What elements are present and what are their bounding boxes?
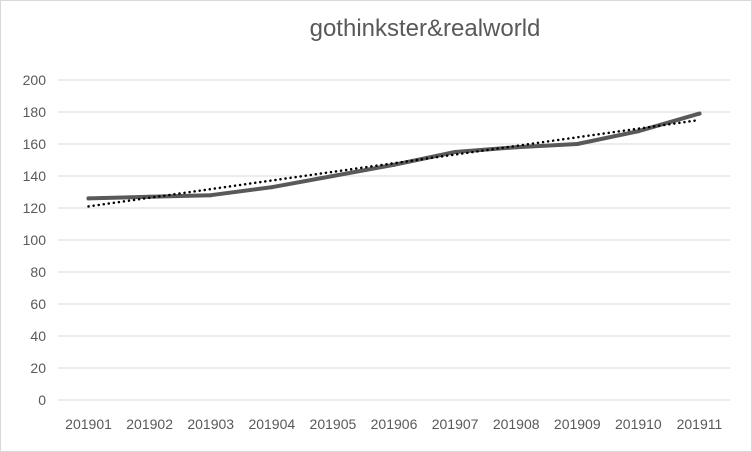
y-tick-label: 20 <box>30 360 46 376</box>
data-point <box>86 196 91 201</box>
y-tick-label: 0 <box>38 392 46 408</box>
data-point <box>697 111 702 116</box>
x-tick-label: 201903 <box>187 416 234 432</box>
y-tick-label: 60 <box>30 296 46 312</box>
data-point <box>330 174 335 178</box>
y-tick-label: 80 <box>30 264 46 280</box>
y-tick-label: 180 <box>23 104 47 120</box>
x-tick-label: 201904 <box>248 416 295 432</box>
data-point <box>575 142 580 146</box>
x-tick-label: 201911 <box>677 416 723 432</box>
data-point <box>453 150 458 154</box>
series-line-0 <box>86 111 702 201</box>
x-tick-label: 201907 <box>432 416 479 432</box>
chart-title: gothinkster&realworld <box>309 15 541 42</box>
y-tick-label: 100 <box>23 232 47 248</box>
data-point <box>208 193 213 198</box>
x-tick-label: 201901 <box>65 416 112 432</box>
series-group <box>86 111 702 208</box>
y-tick-label: 200 <box>23 72 47 88</box>
x-tick-label: 201906 <box>371 416 418 432</box>
y-tick-label: 120 <box>23 200 47 216</box>
x-tick-label: 201909 <box>554 416 601 432</box>
x-axis-tick-labels: 201901 201902 201903 201904 201905 201906 2019… <box>65 416 722 432</box>
y-tick-label: 40 <box>30 328 46 344</box>
data-point <box>269 185 274 190</box>
data-point <box>392 162 396 167</box>
gridlines <box>58 79 730 401</box>
x-tick-label: 201910 <box>615 416 662 432</box>
y-tick-label: 140 <box>23 168 47 184</box>
data-point <box>636 129 641 134</box>
x-tick-label: 201908 <box>493 416 540 432</box>
y-axis-tick-labels: 0 20 40 60 80 100 120 140 160 180 200 <box>23 72 47 408</box>
trendline <box>87 118 701 208</box>
x-tick-label: 201902 <box>126 416 173 432</box>
x-tick-label: 201905 <box>310 416 357 432</box>
y-tick-label: 160 <box>23 136 47 152</box>
